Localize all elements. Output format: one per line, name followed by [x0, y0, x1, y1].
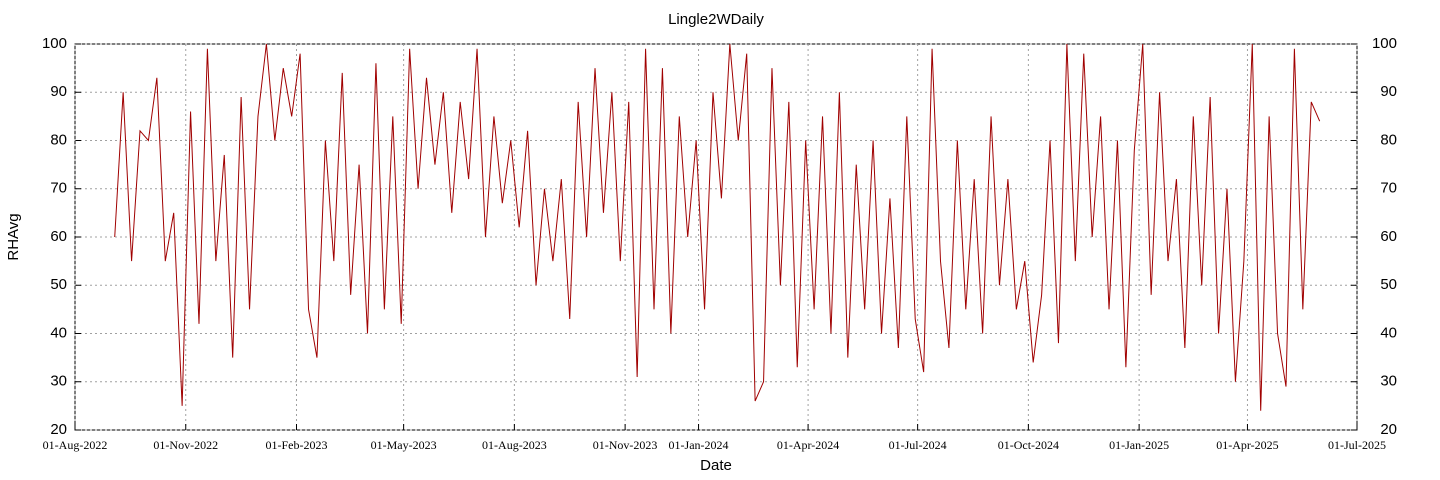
x-tick-label: 01-Aug-2023: [482, 438, 547, 452]
y2-tick-label: 40: [1380, 324, 1397, 341]
y2-tick-label: 70: [1380, 180, 1397, 197]
y-tick-label: 50: [50, 276, 67, 293]
y2-tick-label: 30: [1380, 373, 1397, 390]
y-tick-label: 40: [50, 324, 67, 341]
x-tick-label: 01-Aug-2022: [43, 438, 108, 452]
y-tick-label: 100: [42, 35, 67, 52]
x-tick-label: 01-Jan-2024: [669, 438, 729, 452]
y2-tick-label: 50: [1380, 276, 1397, 293]
x-tick-label: 01-Jul-2025: [1328, 438, 1386, 452]
x-tick-label: 01-Nov-2022: [153, 438, 218, 452]
data-line: [114, 43, 1321, 411]
y2-tick-label: 80: [1380, 131, 1397, 148]
y-tick-label: 20: [50, 421, 67, 438]
y-tick-label: 80: [50, 131, 67, 148]
y2-tick-label: 90: [1380, 83, 1397, 100]
x-tick-label: 01-Apr-2024: [777, 438, 839, 452]
y-tick-label: 70: [50, 180, 67, 197]
y-tick-label: 60: [50, 228, 67, 245]
y-tick-label: 90: [50, 83, 67, 100]
y-axis-label: RHAvg: [5, 213, 22, 260]
x-axis-label: Date: [700, 457, 732, 474]
x-tick-label: 01-Jul-2024: [889, 438, 947, 452]
y-tick-label: 30: [50, 373, 67, 390]
x-tick-label: 01-Feb-2023: [265, 438, 327, 452]
y2-tick-label: 100: [1372, 35, 1397, 52]
y2-tick-label: 60: [1380, 228, 1397, 245]
x-tick-label: 01-Oct-2024: [998, 438, 1059, 452]
chart-title: Lingle2WDaily: [668, 11, 764, 28]
x-tick-label: 01-Nov-2023: [593, 438, 658, 452]
y2-tick-label: 20: [1380, 421, 1397, 438]
x-tick-label: 01-Jan-2025: [1109, 438, 1169, 452]
x-tick-label: 01-May-2023: [371, 438, 437, 452]
x-tick-label: 01-Apr-2025: [1216, 438, 1278, 452]
